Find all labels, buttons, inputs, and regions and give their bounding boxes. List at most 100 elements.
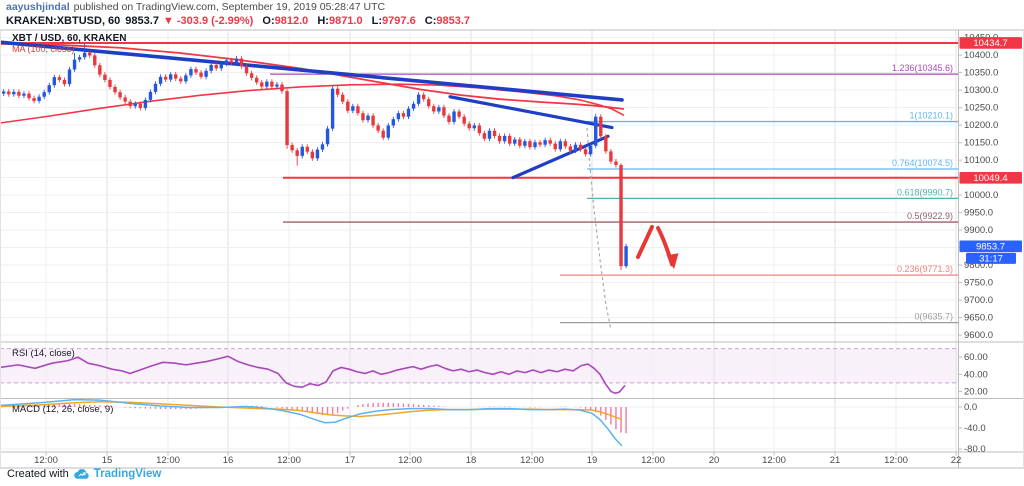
candle[interactable]: [619, 163, 623, 270]
dashed-projection-line[interactable]: [586, 127, 612, 330]
candle[interactable]: [432, 103, 436, 114]
candle[interactable]: [330, 86, 335, 132]
candle[interactable]: [492, 128, 497, 139]
candle[interactable]: [113, 84, 117, 95]
candle[interactable]: [17, 89, 21, 99]
candle[interactable]: [462, 114, 466, 127]
candle[interactable]: [133, 101, 137, 109]
candle[interactable]: [88, 50, 92, 58]
candle[interactable]: [148, 89, 153, 103]
candle[interactable]: [82, 43, 87, 60]
candle[interactable]: [437, 104, 441, 114]
candle[interactable]: [143, 97, 148, 111]
candle[interactable]: [568, 144, 573, 154]
candle[interactable]: [578, 142, 583, 152]
candle[interactable]: [502, 133, 507, 144]
candle[interactable]: [609, 148, 613, 164]
trendline-minor-descending[interactable]: [448, 95, 614, 130]
tradingview-brand-link[interactable]: TradingView: [93, 468, 162, 480]
candle[interactable]: [366, 113, 370, 123]
ma-legend[interactable]: MA (100, close): [12, 44, 75, 54]
candle[interactable]: [351, 103, 355, 114]
candle[interactable]: [376, 123, 380, 134]
candle[interactable]: [614, 159, 618, 168]
candle[interactable]: [558, 138, 562, 152]
candle[interactable]: [391, 116, 396, 128]
candle[interactable]: [153, 81, 158, 95]
candle[interactable]: [128, 99, 132, 109]
candle[interactable]: [482, 130, 487, 142]
candle[interactable]: [32, 95, 36, 104]
candle[interactable]: [533, 139, 537, 150]
candle[interactable]: [103, 72, 107, 83]
trendline-major-descending[interactable]: [0, 40, 624, 102]
candle[interactable]: [174, 71, 178, 81]
candle[interactable]: [406, 106, 411, 120]
candle[interactable]: [37, 94, 41, 104]
candle[interactable]: [335, 86, 340, 98]
candle[interactable]: [290, 142, 294, 153]
candle[interactable]: [224, 57, 229, 67]
candle[interactable]: [62, 77, 67, 87]
candle[interactable]: [204, 68, 208, 80]
candle[interactable]: [199, 70, 203, 80]
candle[interactable]: [421, 92, 426, 102]
candle[interactable]: [244, 63, 249, 76]
candle[interactable]: [599, 114, 603, 139]
candle[interactable]: [158, 74, 163, 87]
candle[interactable]: [184, 72, 188, 84]
candle[interactable]: [528, 138, 532, 150]
candle[interactable]: [401, 110, 406, 120]
candle[interactable]: [447, 113, 451, 125]
candle[interactable]: [77, 54, 82, 63]
time-axis[interactable]: 12:00 15 12:00 16 12:00 17 12:00 18 12:00 19 12:00…: [34, 452, 961, 466]
red-arrow-stroke[interactable]: [636, 224, 654, 260]
candle[interactable]: [472, 123, 476, 131]
candle[interactable]: [411, 101, 416, 112]
candle[interactable]: [265, 79, 269, 90]
candle[interactable]: [442, 104, 446, 119]
candle[interactable]: [47, 82, 51, 95]
candle[interactable]: [57, 74, 62, 83]
candle[interactable]: [22, 91, 26, 99]
candle[interactable]: [295, 147, 299, 166]
candle[interactable]: [538, 139, 542, 148]
candle[interactable]: [67, 67, 72, 87]
candle[interactable]: [477, 123, 482, 136]
candle[interactable]: [594, 113, 598, 149]
candle[interactable]: [497, 133, 502, 144]
candle[interactable]: [98, 62, 102, 78]
macd-legend[interactable]: MACD (12, 26, close, 9): [12, 404, 113, 415]
candle[interactable]: [249, 70, 254, 81]
candle[interactable]: [341, 92, 345, 105]
candle[interactable]: [563, 138, 568, 149]
candle[interactable]: [219, 61, 223, 71]
candle[interactable]: [361, 110, 365, 123]
candle[interactable]: [209, 62, 213, 74]
candle[interactable]: [108, 77, 112, 90]
candle[interactable]: [42, 89, 46, 100]
candle[interactable]: [275, 82, 279, 90]
candle[interactable]: [513, 137, 517, 147]
macd-line[interactable]: [0, 398, 623, 447]
candle[interactable]: [325, 126, 330, 147]
candle[interactable]: [543, 137, 547, 148]
candle[interactable]: [553, 141, 557, 152]
candle[interactable]: [583, 146, 588, 157]
candle[interactable]: [548, 137, 552, 147]
candle[interactable]: [239, 56, 244, 69]
candle[interactable]: [346, 99, 350, 114]
candle[interactable]: [624, 243, 628, 269]
candle[interactable]: [27, 91, 31, 101]
candle[interactable]: [255, 75, 259, 85]
candle[interactable]: [386, 123, 390, 141]
candle[interactable]: [138, 101, 143, 111]
candle[interactable]: [72, 53, 77, 72]
trendline-ascending-support[interactable]: [511, 134, 610, 180]
candle[interactable]: [285, 89, 289, 149]
candle[interactable]: [310, 149, 315, 161]
candle[interactable]: [93, 53, 97, 68]
candle[interactable]: [356, 103, 360, 116]
candle[interactable]: [604, 133, 608, 154]
candle[interactable]: [260, 79, 264, 90]
